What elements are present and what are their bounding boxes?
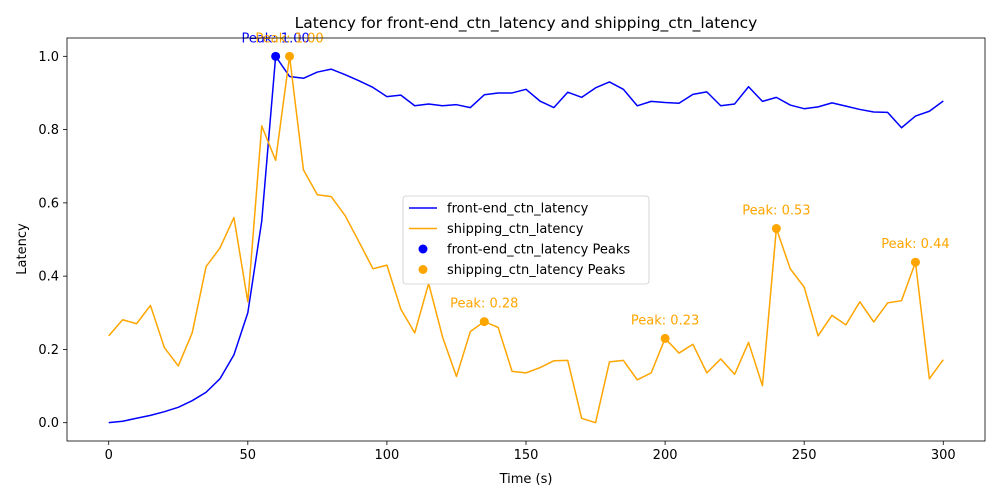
peak-marker-shipping_ctn_latency (660, 333, 670, 343)
x-tick-label: 50 (240, 448, 257, 463)
peak-label: Peak: 0.53 (742, 204, 810, 219)
y-tick-label: 0.0 (38, 416, 59, 431)
y-axis-title: Latency (15, 223, 30, 275)
peak-marker-shipping_ctn_latency (479, 317, 489, 327)
series-line-front-end_ctn_latency (108, 55, 944, 424)
peak-label: Peak: 0.23 (631, 313, 699, 328)
y-tick-label: 0.2 (38, 343, 59, 358)
peak-label: Peak: 0.28 (450, 297, 518, 312)
peak-label: Peak: 1.00 (255, 31, 323, 46)
y-tick-label: 0.4 (38, 270, 59, 285)
legend-marker-swatch (418, 244, 428, 254)
legend: front-end_ctn_latency shipping_ctn_latenc… (402, 195, 650, 285)
x-tick-label: 250 (792, 448, 817, 463)
y-tick-label: 1.0 (38, 50, 59, 65)
peak-marker-front-end_ctn_latency (271, 51, 281, 61)
x-tick-label: 0 (105, 448, 113, 463)
legend-label: front-end_ctn_latency Peaks (447, 243, 630, 258)
x-tick-label: 150 (514, 448, 539, 463)
peak-marker-shipping_ctn_latency (285, 51, 295, 61)
chart-title: Latency for front-end_ctn_latency and sh… (295, 14, 758, 33)
x-tick-label: 300 (931, 448, 956, 463)
legend-label: shipping_ctn_latency Peaks (447, 263, 625, 278)
y-tick-label: 0.6 (38, 196, 59, 211)
x-axis-title: Time (s) (499, 472, 553, 487)
legend-label: front-end_ctn_latency (447, 202, 589, 217)
legend-marker-swatch (418, 265, 428, 274)
y-tick-label: 0.8 (38, 123, 59, 138)
peak-marker-shipping_ctn_latency (771, 224, 781, 234)
peak-label: Peak: 0.44 (881, 237, 949, 252)
x-tick-label: 200 (653, 448, 678, 463)
peak-marker-shipping_ctn_latency (910, 257, 920, 267)
x-tick-label: 100 (374, 448, 399, 463)
peak-label: Peak: 1.00 (241, 31, 309, 46)
series-line-shipping_ctn_latency (108, 55, 944, 424)
legend-label: shipping_ctn_latency (447, 222, 584, 237)
legend-box (402, 195, 650, 285)
